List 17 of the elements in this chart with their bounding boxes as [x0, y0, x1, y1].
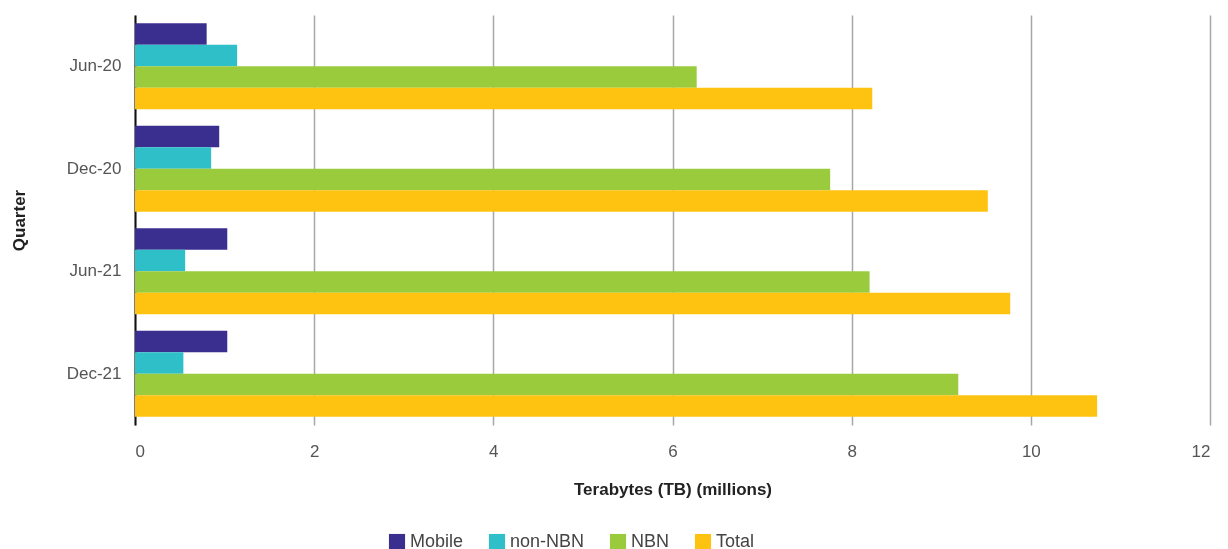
legend-label: NBN [631, 531, 670, 549]
x-tick-label: 10 [1021, 441, 1041, 461]
x-tick-label: 0 [135, 441, 145, 461]
y-tick-label: Dec-21 [66, 363, 122, 383]
y-tick-label: Dec-20 [66, 158, 122, 178]
x-tick-label: 6 [668, 441, 678, 461]
x-tick-label: 8 [847, 441, 857, 461]
x-axis-title: Terabytes (TB) (millions) [573, 479, 773, 499]
x-tick-label: 12 [1191, 441, 1211, 461]
y-tick-label: Jun-20 [69, 56, 122, 76]
legend-label: Mobile [410, 531, 464, 549]
legend-label: non-NBN [510, 531, 585, 549]
legend-label: Total [716, 531, 755, 549]
x-tick-label: 2 [309, 441, 320, 461]
y-axis-title: Quarter [9, 189, 29, 252]
y-tick-label: Jun-21 [69, 261, 122, 281]
x-tick-label: 4 [489, 441, 499, 461]
